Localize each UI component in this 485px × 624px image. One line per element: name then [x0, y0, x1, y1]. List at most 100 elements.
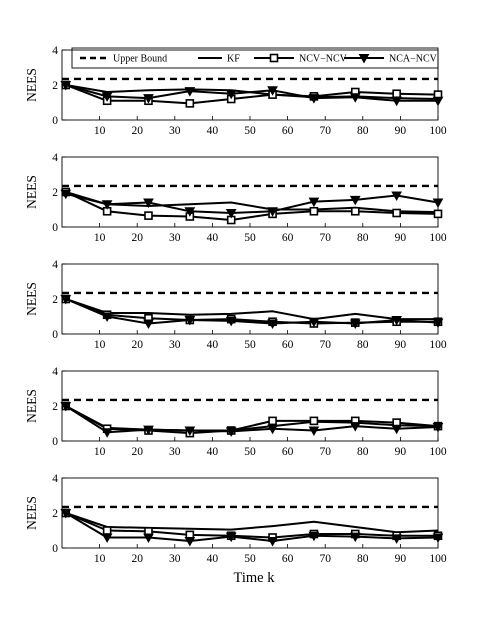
y-tick-label: 4	[52, 366, 58, 378]
data-point-ncv-ncv	[433, 209, 443, 219]
y-tick-label: 2	[52, 401, 58, 413]
x-tick-label: 60	[282, 125, 294, 137]
series-line-kf	[65, 191, 439, 214]
x-tick-label: 30	[169, 125, 181, 137]
data-point-nca-ncv	[184, 537, 196, 547]
data-point-nca-ncv	[225, 209, 237, 219]
x-tick-label: 80	[357, 125, 369, 137]
y-axis-label: NEES	[24, 496, 39, 530]
data-point-nca-ncv	[267, 537, 278, 547]
data-point-nca-ncv	[267, 319, 278, 330]
data-point-nca-ncv	[143, 533, 154, 544]
x-tick-label: 70	[319, 339, 331, 351]
data-point-ncv-ncv	[309, 206, 319, 216]
legend-label-ncv-ncv: NCV−NCV	[299, 54, 348, 65]
x-tick-label: 70	[319, 232, 331, 244]
x-tick-label: 10	[94, 232, 106, 244]
x-tick-label: 70	[319, 125, 331, 137]
x-tick-label: 100	[429, 339, 447, 351]
x-tick-label: 20	[131, 125, 143, 137]
x-tick-label: 100	[429, 125, 447, 137]
x-tick-label: 100	[429, 446, 447, 458]
data-point-ncv-ncv	[392, 89, 401, 99]
series-line-ncv-ncv	[65, 512, 438, 539]
data-point-nca-ncv	[225, 89, 237, 100]
series-line-nca-ncv	[65, 405, 439, 434]
y-tick-label: 4	[52, 152, 58, 164]
series-line-kf	[65, 512, 439, 534]
data-point-nca-ncv	[101, 312, 113, 323]
x-tick-label: 20	[131, 553, 143, 565]
y-axis-label: NEES	[24, 389, 39, 423]
data-point-nca-ncv	[101, 200, 113, 210]
x-tick-label: 90	[395, 125, 407, 137]
x-tick-label: 50	[244, 125, 256, 137]
data-point-ncv-ncv	[350, 206, 360, 216]
x-tick-label: 40	[207, 446, 219, 458]
data-point-nca-ncv	[267, 86, 278, 96]
x-tick-label: 20	[131, 232, 143, 244]
data-point-nca-ncv	[225, 316, 237, 327]
data-point-nca-ncv	[143, 94, 154, 104]
x-tick-label: 50	[244, 339, 256, 351]
data-point-nca-ncv	[432, 318, 444, 329]
legend-marker-ncv-ncv	[269, 53, 279, 63]
data-point-nca-ncv	[101, 92, 113, 102]
x-axis-label: Time k	[234, 570, 276, 586]
x-tick-label: 80	[357, 339, 369, 351]
data-point-nca-ncv	[60, 189, 72, 200]
panel-4: 0 2 4 10 20 30 40 50 60 70 80 90 100 NEES	[24, 366, 447, 458]
data-point-nca-ncv	[391, 191, 402, 202]
x-tick-label: 40	[207, 232, 219, 244]
data-point-nca-ncv	[391, 424, 402, 435]
x-tick-label: 80	[357, 553, 369, 565]
series-line-nca-ncv	[65, 192, 439, 214]
data-point-nca-ncv	[184, 316, 196, 326]
data-point-nca-ncv	[60, 402, 72, 412]
x-tick-label: 30	[169, 446, 181, 458]
y-tick-label: 2	[52, 80, 58, 92]
data-point-nca-ncv	[143, 198, 154, 209]
panel-3: 0 2 4 10 20 30 40 50 60 70 80 90 100 NEES	[24, 259, 447, 351]
data-point-nca-ncv	[184, 87, 196, 97]
x-tick-label: 70	[319, 553, 331, 565]
data-point-nca-ncv	[60, 295, 72, 305]
data-point-nca-ncv	[349, 195, 361, 206]
x-tick-label: 60	[282, 232, 294, 244]
data-point-ncv-ncv	[144, 211, 153, 220]
y-tick-label: 2	[52, 508, 58, 520]
legend-marker-nca-ncv	[358, 54, 370, 64]
data-point-nca-ncv	[391, 316, 402, 326]
x-tick-label: 60	[282, 553, 294, 565]
x-tick-label: 10	[94, 553, 106, 565]
data-point-nca-ncv	[432, 423, 444, 433]
y-tick-label: 2	[52, 294, 58, 306]
x-tick-label: 70	[319, 446, 331, 458]
data-point-ncv-ncv	[185, 99, 195, 108]
data-point-ncv-ncv	[102, 526, 112, 535]
y-tick-label: 0	[52, 436, 58, 448]
x-tick-label: 40	[207, 339, 219, 351]
legend-label-kf: KF	[227, 54, 240, 65]
data-point-nca-ncv	[308, 94, 320, 104]
data-point-nca-ncv	[349, 532, 361, 543]
x-tick-label: 80	[357, 446, 369, 458]
data-point-nca-ncv	[349, 319, 361, 330]
legend: Upper Bound KF NCV−NCV NCA−NCV	[71, 47, 439, 69]
data-point-nca-ncv	[267, 424, 278, 435]
x-tick-label: 90	[395, 232, 407, 244]
data-point-nca-ncv	[101, 428, 113, 438]
legend-label-upper-bound: Upper Bound	[113, 54, 167, 65]
x-tick-label: 50	[244, 446, 256, 458]
data-point-nca-ncv	[349, 93, 361, 103]
y-tick-label: 4	[52, 473, 58, 485]
data-point-ncv-ncv	[392, 208, 401, 218]
panel-5: 0 2 4 10 20 30 40 50 60 70 80 90 100 NEES	[24, 473, 447, 565]
data-point-ncv-ncv	[268, 416, 277, 426]
data-point-nca-ncv	[308, 531, 320, 542]
data-point-nca-ncv	[60, 509, 72, 519]
y-tick-label: 2	[52, 187, 58, 199]
x-tick-label: 90	[395, 446, 407, 458]
